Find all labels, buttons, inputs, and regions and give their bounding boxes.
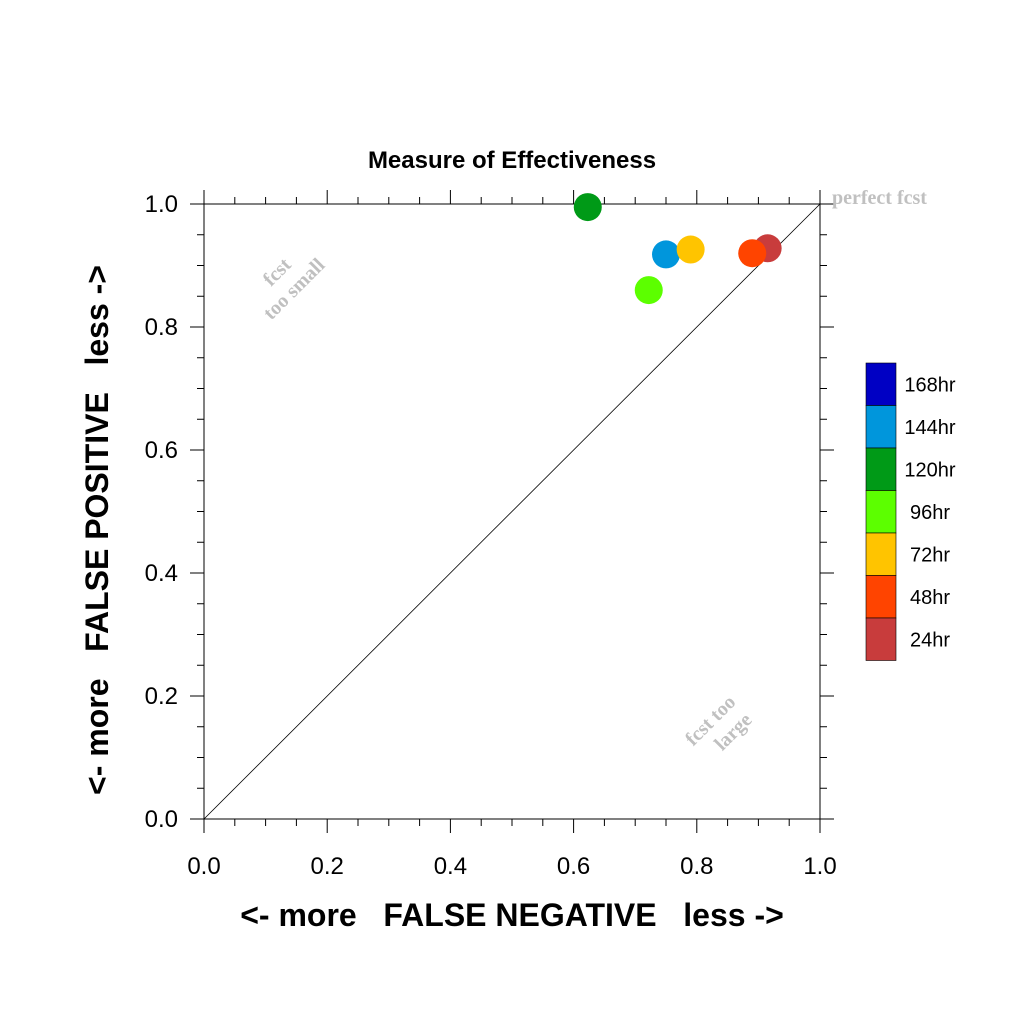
legend-label-168hr: 168hr — [904, 374, 955, 396]
legend-swatch-96hr — [865, 490, 897, 534]
legend: 168hr 144hr 120hr 96hr 72hr 48hr 24hr — [865, 362, 956, 661]
y-tick-label: 0.4 — [145, 560, 178, 587]
x-tick-label: 1.0 — [803, 853, 836, 880]
data-points — [573, 193, 782, 305]
legend-label-144hr: 144hr — [904, 417, 955, 439]
x-tick-label: 0.4 — [434, 853, 467, 880]
chart-title: Measure of Effectiveness — [368, 147, 656, 174]
point-72hr — [676, 235, 705, 264]
point-96hr — [634, 276, 663, 305]
legend-label-96hr: 96hr — [910, 502, 950, 524]
x-tick-label: 0.0 — [187, 853, 220, 880]
legend-label-120hr: 120hr — [904, 459, 955, 481]
legend-label-24hr: 24hr — [910, 629, 950, 651]
legend-swatch-144hr — [865, 405, 897, 449]
x-tick-label: 0.8 — [680, 853, 713, 880]
axis-ticks — [190, 190, 834, 833]
point-48hr — [738, 239, 767, 268]
plot-frame — [203, 203, 821, 820]
legend-swatch-168hr — [865, 362, 897, 406]
y-tick-label: 1.0 — [145, 191, 178, 218]
y-tick-label: 0.6 — [145, 437, 178, 464]
legend-swatch-120hr — [865, 447, 897, 491]
point-120hr — [573, 193, 602, 222]
legend-swatch-72hr — [865, 532, 897, 576]
annotation-too-small: fcst too small — [259, 254, 330, 325]
point-144hr — [652, 240, 680, 269]
x-axis-label: <- more FALSE NEGATIVE less -> — [240, 897, 784, 933]
y-tick-label: 0.2 — [145, 683, 178, 710]
legend-swatch-48hr — [865, 575, 897, 619]
annotation-perfect-fcst: perfect fcst — [832, 187, 927, 209]
legend-label-48hr: 48hr — [910, 587, 950, 609]
annotation-too-large: fcst too large — [681, 691, 756, 755]
tick-labels: 0.0 0.2 0.4 0.6 0.8 1.0 0.0 0.2 0.4 0.6 0.8 1.0 — [145, 191, 837, 880]
y-tick-label: 0.8 — [145, 314, 178, 341]
x-tick-label: 0.2 — [311, 853, 344, 880]
legend-label-72hr: 72hr — [910, 544, 950, 566]
legend-swatch-24hr — [865, 617, 897, 661]
x-tick-label: 0.6 — [557, 853, 590, 880]
diagonal-line — [203, 203, 821, 820]
y-axis-label: <- more FALSE POSITIVE less -> — [79, 265, 115, 795]
y-tick-label: 0.0 — [145, 806, 178, 833]
